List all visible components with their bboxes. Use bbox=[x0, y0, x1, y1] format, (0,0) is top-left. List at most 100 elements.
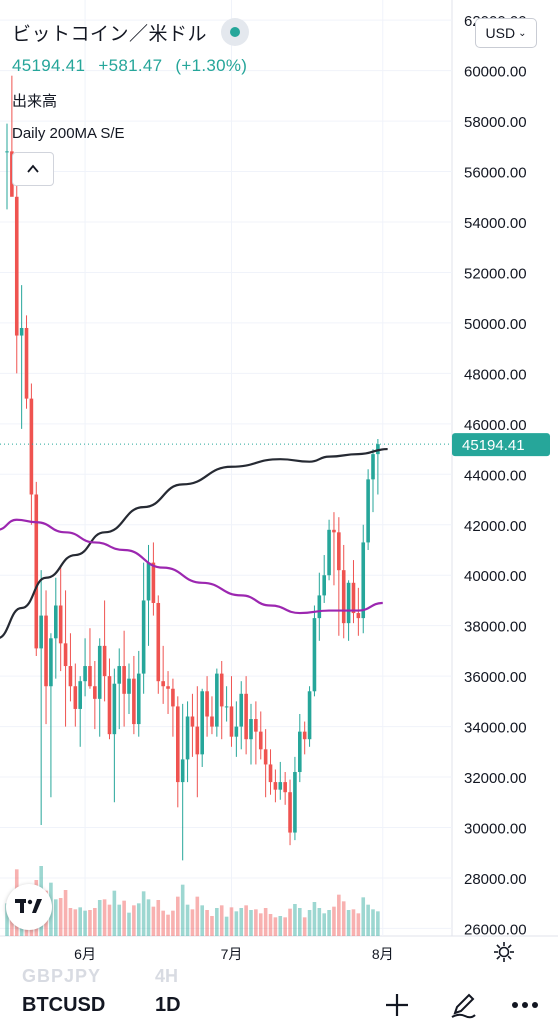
volume-bar bbox=[63, 890, 68, 936]
candle-body bbox=[366, 479, 370, 543]
y-tick-label: 34000.00 bbox=[464, 720, 527, 737]
volume-bar bbox=[185, 904, 190, 936]
candle-body bbox=[78, 681, 82, 709]
candle-body bbox=[210, 716, 214, 727]
candle-body bbox=[205, 691, 209, 717]
candle-body bbox=[351, 582, 356, 614]
symbol-button[interactable]: BTCUSD bbox=[22, 994, 106, 1016]
candle-body bbox=[112, 683, 117, 735]
volume-bar bbox=[278, 916, 283, 936]
candle-body bbox=[249, 719, 253, 740]
candle-body bbox=[166, 686, 170, 689]
price-chart[interactable]: 26000.00 28000.00 30000.00 32000.00 34000.00… bbox=[0, 0, 558, 970]
currency-label: USD bbox=[485, 25, 516, 41]
volume-bar bbox=[215, 908, 219, 936]
volume-bar bbox=[288, 908, 292, 936]
candle-body bbox=[307, 691, 312, 740]
collapse-legend-button[interactable] bbox=[12, 152, 54, 186]
volume-bar bbox=[176, 896, 180, 936]
volume-bar bbox=[190, 909, 195, 936]
more-button[interactable] bbox=[508, 988, 542, 1022]
volume-bar bbox=[156, 900, 161, 936]
candle-body bbox=[146, 562, 151, 601]
candle-body bbox=[132, 678, 136, 725]
volume-bar bbox=[366, 904, 370, 936]
green-dot-icon[interactable] bbox=[221, 18, 250, 46]
volume-bar bbox=[254, 909, 258, 936]
volume-bar bbox=[200, 905, 204, 936]
volume-bar bbox=[161, 910, 165, 936]
candle-body bbox=[49, 638, 53, 687]
candle-body bbox=[83, 666, 87, 682]
y-tick-label: 26000.00 bbox=[464, 921, 527, 938]
chart-canvas[interactable]: 26000.00 28000.00 30000.00 32000.00 34000.00… bbox=[0, 0, 558, 970]
add-button[interactable] bbox=[380, 988, 414, 1022]
legend: ビットコイン／米ドル 45194.41 +581.47 (+1.30%) 出来高… bbox=[12, 18, 255, 142]
candle-body bbox=[102, 645, 107, 677]
y-tick-label: 50000.00 bbox=[464, 316, 527, 333]
interval-button[interactable]: 1D bbox=[155, 994, 181, 1016]
y-tick-label: 40000.00 bbox=[464, 568, 527, 585]
volume-bar bbox=[356, 913, 361, 936]
candle-body bbox=[263, 749, 268, 765]
volume-bar bbox=[312, 902, 317, 936]
candle-body bbox=[68, 666, 73, 687]
candle-body bbox=[180, 759, 185, 783]
y-tick-label: 30000.00 bbox=[464, 821, 527, 838]
candle-body bbox=[327, 529, 331, 576]
y-tick-label: 48000.00 bbox=[464, 366, 527, 383]
volume-bar bbox=[371, 909, 375, 936]
candle-body bbox=[200, 691, 204, 755]
volume-bar bbox=[258, 913, 263, 936]
volume-bar bbox=[327, 910, 331, 936]
volume-bar bbox=[146, 899, 151, 936]
volume-bar bbox=[298, 908, 302, 936]
volume-bar bbox=[58, 898, 63, 936]
candle-body bbox=[161, 681, 165, 687]
x-tick-label: 7月 bbox=[221, 946, 243, 962]
chevron-down-icon: ⌄ bbox=[518, 27, 527, 39]
volume-bar bbox=[283, 917, 287, 936]
candle-body bbox=[195, 726, 200, 755]
gear-icon[interactable] bbox=[492, 940, 516, 964]
candle-body bbox=[176, 706, 180, 783]
candle-body bbox=[97, 645, 102, 699]
volume-bar bbox=[102, 899, 107, 936]
volume-study-label[interactable]: 出来高 bbox=[12, 93, 58, 110]
volume-bar bbox=[322, 913, 326, 936]
y-tick-label: 32000.00 bbox=[464, 770, 527, 787]
volume-bar bbox=[210, 916, 214, 936]
candle-body bbox=[278, 782, 283, 790]
volume-bar bbox=[337, 894, 341, 936]
candle-body bbox=[273, 782, 278, 790]
candle-body bbox=[151, 562, 156, 603]
volume-bar bbox=[73, 909, 78, 936]
volume-bar bbox=[302, 917, 307, 936]
volume-bar bbox=[83, 910, 87, 936]
y-tick-label: 56000.00 bbox=[464, 165, 527, 182]
ma-study-label[interactable]: Daily 200MA S/E bbox=[12, 125, 125, 142]
candle-body bbox=[171, 688, 175, 707]
volume-bar bbox=[317, 908, 322, 936]
candle-body bbox=[73, 686, 78, 709]
candle-body bbox=[24, 327, 29, 399]
y-tick-label: 60000.00 bbox=[464, 64, 527, 81]
volume-bar bbox=[263, 908, 268, 936]
candle-body bbox=[224, 706, 229, 708]
candle-body bbox=[268, 764, 273, 783]
more-dots-icon bbox=[512, 1002, 538, 1008]
tradingview-logo-icon[interactable] bbox=[6, 884, 52, 930]
draw-button[interactable] bbox=[446, 988, 480, 1022]
volume-bar bbox=[97, 900, 102, 936]
quote-row: 45194.41 +581.47 (+1.30%) bbox=[12, 56, 255, 76]
volume-bar bbox=[107, 904, 112, 936]
candle-body bbox=[14, 196, 19, 336]
candle-body bbox=[234, 726, 239, 737]
candle-body bbox=[322, 575, 326, 596]
volume-bar bbox=[332, 906, 336, 936]
last-price-label-bg bbox=[452, 433, 550, 457]
volume-bar bbox=[78, 907, 82, 936]
volume-bar bbox=[229, 907, 234, 936]
volume-bar bbox=[273, 917, 278, 936]
currency-selector[interactable]: USD ⌄ bbox=[475, 18, 537, 48]
